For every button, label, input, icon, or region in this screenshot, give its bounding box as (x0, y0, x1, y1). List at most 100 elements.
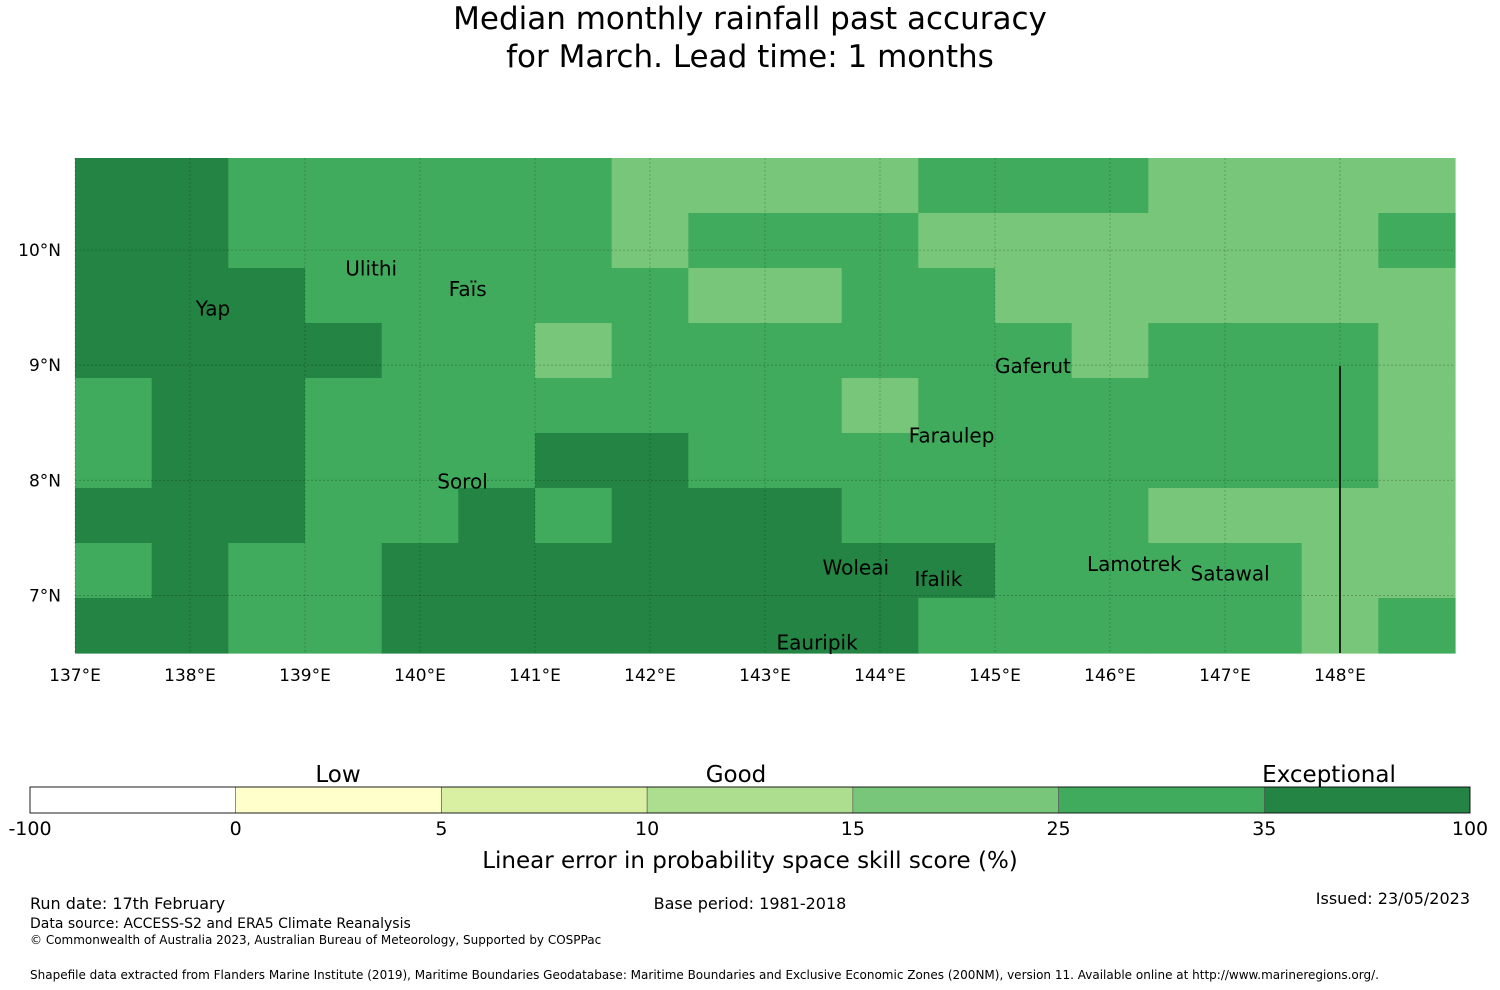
grid-cell (458, 433, 536, 489)
grid-cell (1378, 543, 1456, 599)
lon-tick-label: 148°E (1314, 666, 1366, 686)
grid-cell (1225, 543, 1303, 599)
grid-cell (765, 378, 843, 434)
grid-cell (535, 158, 613, 214)
grid-cell (688, 543, 766, 599)
grid-cell (1225, 323, 1303, 379)
grid-cell (611, 158, 689, 214)
grid-cell (1378, 268, 1456, 324)
grid-cell (228, 268, 306, 324)
copyright: © Commonwealth of Australia 2023, Austra… (30, 933, 602, 947)
place-label: Satawal (1191, 561, 1270, 585)
grid-cell (918, 378, 996, 434)
lon-tick-label: 146°E (1084, 666, 1136, 686)
grid-cell (995, 323, 1073, 379)
grid-cell (75, 378, 153, 434)
grid-cell (381, 598, 459, 654)
colorbar-category-good: Good (706, 762, 767, 788)
lon-tick-label: 138°E (164, 666, 216, 686)
grid-cell (1148, 598, 1226, 654)
place-label: Eauripik (777, 630, 859, 654)
grid-cell (1225, 598, 1303, 654)
grid-cell (1225, 213, 1303, 269)
grid-cell (305, 543, 383, 599)
lat-tick-label: 10°N (18, 241, 61, 261)
grid-cell (918, 213, 996, 269)
grid-cell (765, 543, 843, 599)
grid-cell (381, 433, 459, 489)
skill-grid (75, 158, 1456, 654)
grid-cell (1225, 158, 1303, 214)
lon-tick-labels: 137°E 138°E 139°E 140°E 141°E 142°E 143°E 144°E… (49, 666, 1366, 686)
grid-cell (841, 598, 919, 654)
grid-cell (1378, 158, 1456, 214)
grid-cell (381, 488, 459, 544)
run-date: Run date: 17th February (30, 894, 226, 913)
grid-cell (1225, 378, 1303, 434)
grid-cell (75, 598, 153, 654)
map-title-line2: for March. Lead time: 1 months (506, 39, 994, 75)
lat-tick-labels: 10°N 9°N 8°N 7°N (18, 241, 61, 606)
grid-cell (1071, 213, 1149, 269)
grid-cell (151, 598, 229, 654)
grid-cell (918, 598, 996, 654)
grid-cell (151, 378, 229, 434)
grid-cell (995, 488, 1073, 544)
colorbar-segment (441, 786, 648, 814)
grid-cell (611, 378, 689, 434)
grid-cell (535, 213, 613, 269)
grid-cell (918, 158, 996, 214)
grid-cell (995, 598, 1073, 654)
grid-cell (841, 213, 919, 269)
grid-cell (75, 488, 153, 544)
grid-cell (1301, 213, 1379, 269)
colorbar-segment (29, 786, 237, 814)
grid-cell (535, 543, 613, 599)
map-title: Median monthly rainfall past accuracy fo… (0, 0, 1500, 76)
grid-cell (1071, 158, 1149, 214)
grid-cell (305, 378, 383, 434)
colorbar-category-exceptional: Exceptional (1262, 762, 1396, 788)
grid-cell (918, 543, 996, 599)
grid-cell (381, 543, 459, 599)
grid-cell (151, 268, 229, 324)
grid-cell (1071, 598, 1149, 654)
grid-cell (841, 323, 919, 379)
colorbar-tick-label: 10 (635, 818, 659, 840)
place-labels: Yap Ulithi Faïs Gaferut Faraulep Sorol Woleai I… (195, 256, 1270, 654)
grid-cell (918, 488, 996, 544)
grid-cell (458, 488, 536, 544)
colorbar-tick-label: 0 (230, 818, 242, 840)
place-label: Yap (195, 297, 230, 321)
grid-cell (611, 213, 689, 269)
grid-cell (151, 488, 229, 544)
grid-cell (305, 598, 383, 654)
colorbar-segment (646, 786, 854, 814)
grid-cell (765, 433, 843, 489)
place-label: Gaferut (995, 354, 1071, 378)
lon-tick-label: 147°E (1199, 666, 1251, 686)
grid-cell (611, 433, 689, 489)
grid-cell (1148, 433, 1226, 489)
grid-cell (381, 158, 459, 214)
grid-cell (1225, 488, 1303, 544)
grid-cell (765, 488, 843, 544)
grid-cell (688, 378, 766, 434)
grid-cell (151, 323, 229, 379)
grid-cell (611, 268, 689, 324)
grid-cell (1225, 268, 1303, 324)
grid-cell (1071, 543, 1149, 599)
grid-cell (458, 268, 536, 324)
colorbar-tick-label: 100 (1452, 818, 1488, 840)
grid-cell (841, 543, 919, 599)
grid-cell (151, 433, 229, 489)
grid-cell (305, 488, 383, 544)
colorbar-frame (29, 786, 1471, 814)
grid-cell (535, 378, 613, 434)
grid-cell (228, 378, 306, 434)
grid-cell (228, 323, 306, 379)
grid-cell (765, 268, 843, 324)
colorbar-tick-label: 15 (841, 818, 865, 840)
grid-cell (535, 598, 613, 654)
grid-cell (151, 158, 229, 214)
